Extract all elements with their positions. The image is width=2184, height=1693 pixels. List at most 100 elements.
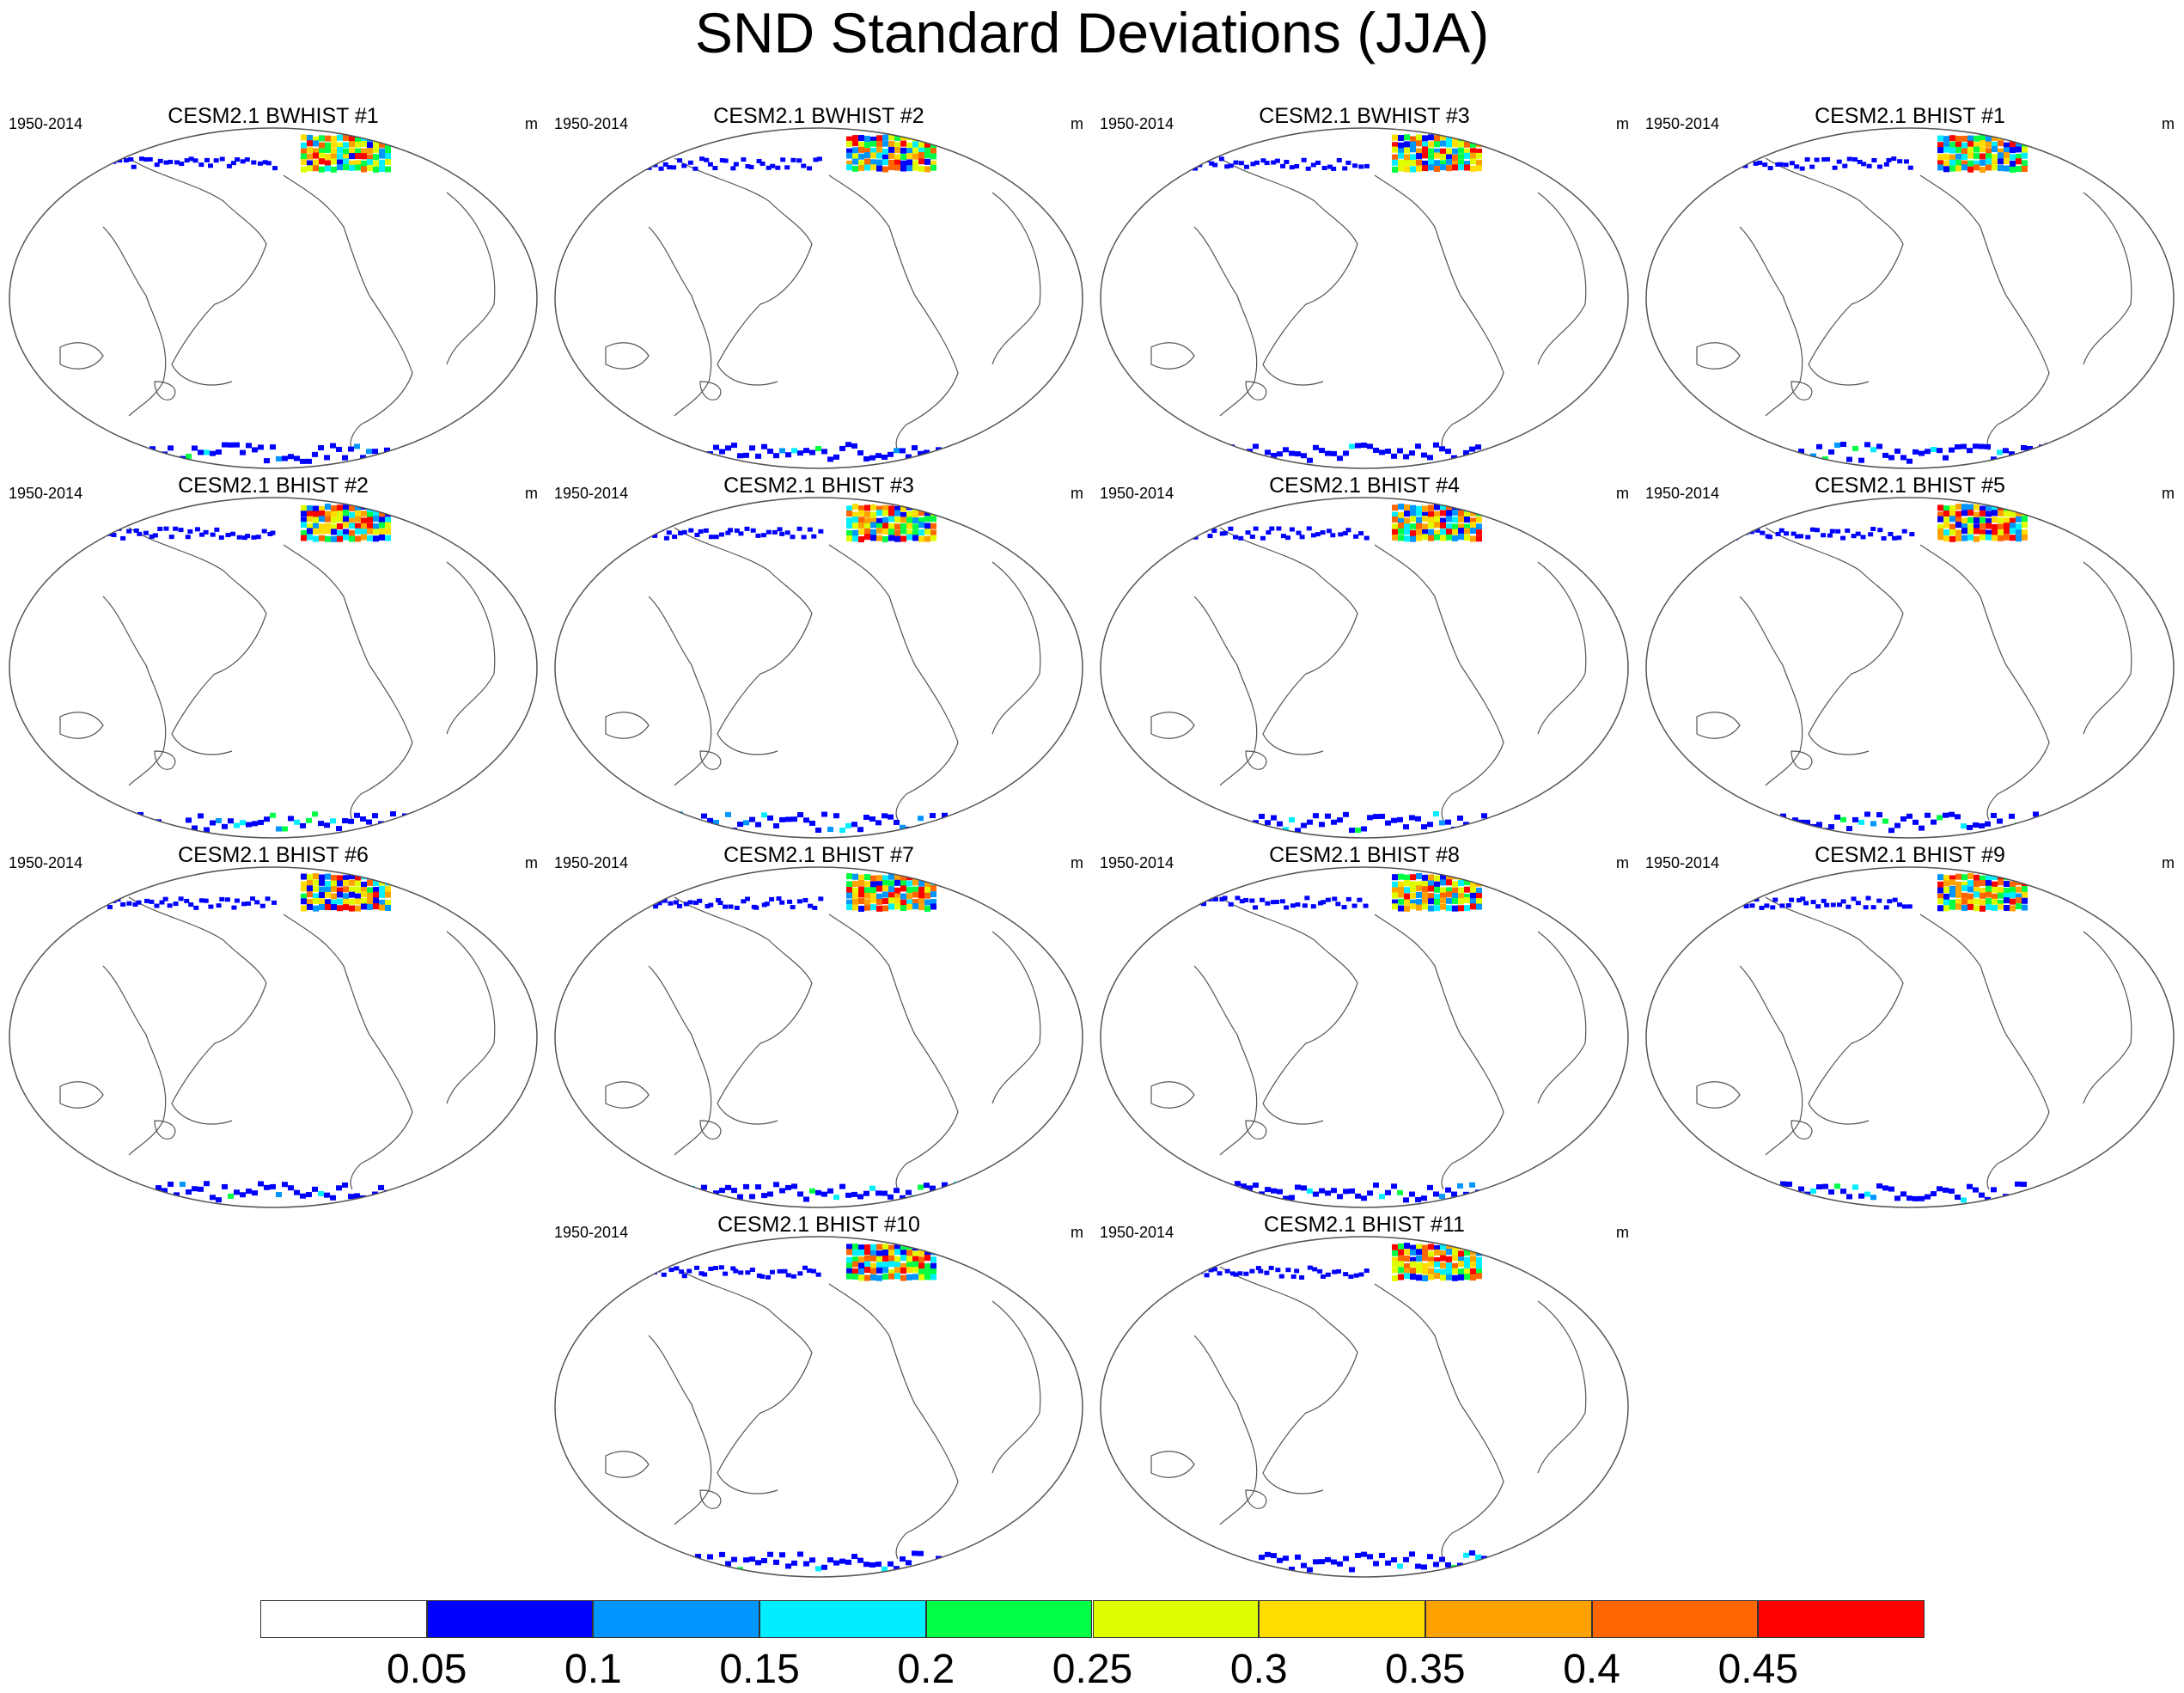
snow-cell [1476,148,1482,155]
snow-cell [1499,815,1505,821]
snow-cell [775,165,781,170]
snow-cell [864,874,870,881]
snow-cell [852,873,858,880]
snow-cell [192,1186,198,1192]
snow-cell [900,1267,906,1274]
snow-cell [2069,824,2075,830]
colorbar-swatch [426,1600,594,1638]
snow-cell [1452,141,1458,148]
snow-cell [2087,825,2093,831]
snow-cell [779,900,785,905]
colorbar-swatch [1591,1600,1759,1638]
snow-cell [1470,1256,1476,1262]
snow-cell [1317,901,1323,906]
snow-cell [876,1274,882,1281]
snow-cell [1992,505,1998,512]
snow-cell [1265,820,1271,826]
snow-cell [367,903,373,910]
snow-cell [361,523,367,529]
snow-cell [1422,881,1428,888]
snow-cell [251,160,257,165]
snow-cell [367,523,373,529]
snow-cell [244,157,250,162]
snow-cell [2010,517,2016,524]
snow-cell [671,455,677,461]
snow-cell [1428,159,1434,166]
snow-cell [1846,826,1852,832]
snow-cell [1398,165,1404,172]
snow-cell [1319,1188,1325,1194]
snow-cell [894,134,900,141]
snow-cell [168,535,174,540]
snow-cell [342,1182,348,1188]
snow-cell [1756,1195,1762,1201]
snow-cell [1458,153,1464,160]
snow-cell [1440,1268,1446,1275]
snow-cell [900,528,906,535]
snow-cell [701,813,707,819]
snow-cell [1422,897,1428,904]
snow-cell [876,1267,882,1274]
snow-cell [918,516,924,523]
snow-cell [2081,1195,2087,1201]
snow-cell [262,160,268,165]
snow-cell [1235,448,1241,454]
snow-cell [924,1244,930,1251]
snow-cell [120,535,126,541]
snow-cell [300,822,306,828]
snow-cell [918,886,924,893]
snow-cell [1896,535,1902,541]
snow-cell [1760,530,1766,535]
snow-cell [1469,1550,1475,1556]
snow-cell [1416,1255,1422,1262]
snow-cell [1974,511,1980,518]
snow-cell [888,1256,894,1262]
snow-cell [875,1562,882,1568]
snow-cell [689,456,695,462]
snow-cell [698,529,704,534]
snow-cell [1937,448,1943,454]
snow-cell [972,1195,978,1201]
snow-cell [1476,159,1482,166]
snow-cell [864,534,870,541]
snow-cell [875,1190,882,1196]
snow-cell [1440,529,1446,535]
coastline [1441,1034,1504,1190]
snow-cell [325,516,331,523]
snow-cell [1446,874,1452,881]
snow-cell [1416,881,1422,888]
snow-cell [1392,523,1398,530]
snow-cell [966,828,972,834]
snow-cell [2016,146,2022,153]
snow-cell [1278,1274,1284,1279]
snow-cell [900,516,906,523]
snow-cell [1353,1273,1359,1278]
snow-cell [2022,165,2028,172]
snow-cell [888,873,894,880]
snow-cell [1967,146,1974,153]
snow-cell [1974,898,1980,905]
snow-cell [864,164,870,171]
snow-cell [912,1550,918,1556]
snow-cell [1464,511,1470,518]
snow-cell [661,1272,667,1277]
snow-cell [1219,896,1225,902]
snow-cell [671,165,677,170]
snow-cell [1827,533,1833,538]
snow-cell [888,1194,894,1200]
coastline [895,664,959,821]
snow-cell [869,816,875,822]
snow-cell [1792,817,1798,823]
snow-cell [1955,516,1961,523]
snow-cell [1961,504,1967,510]
snow-cell [1452,1274,1458,1281]
snow-cell [1481,1190,1487,1196]
map-panel: CESM2.1 BHIST #11 1950-2014 m [1091,1212,1638,1581]
snow-cell [367,159,373,166]
snow-cell [319,528,325,535]
snow-cell [679,1269,685,1274]
snow-cell [876,881,882,888]
snow-cell [1170,903,1176,908]
snow-cell [107,453,113,459]
snow-cell [1986,885,1992,892]
